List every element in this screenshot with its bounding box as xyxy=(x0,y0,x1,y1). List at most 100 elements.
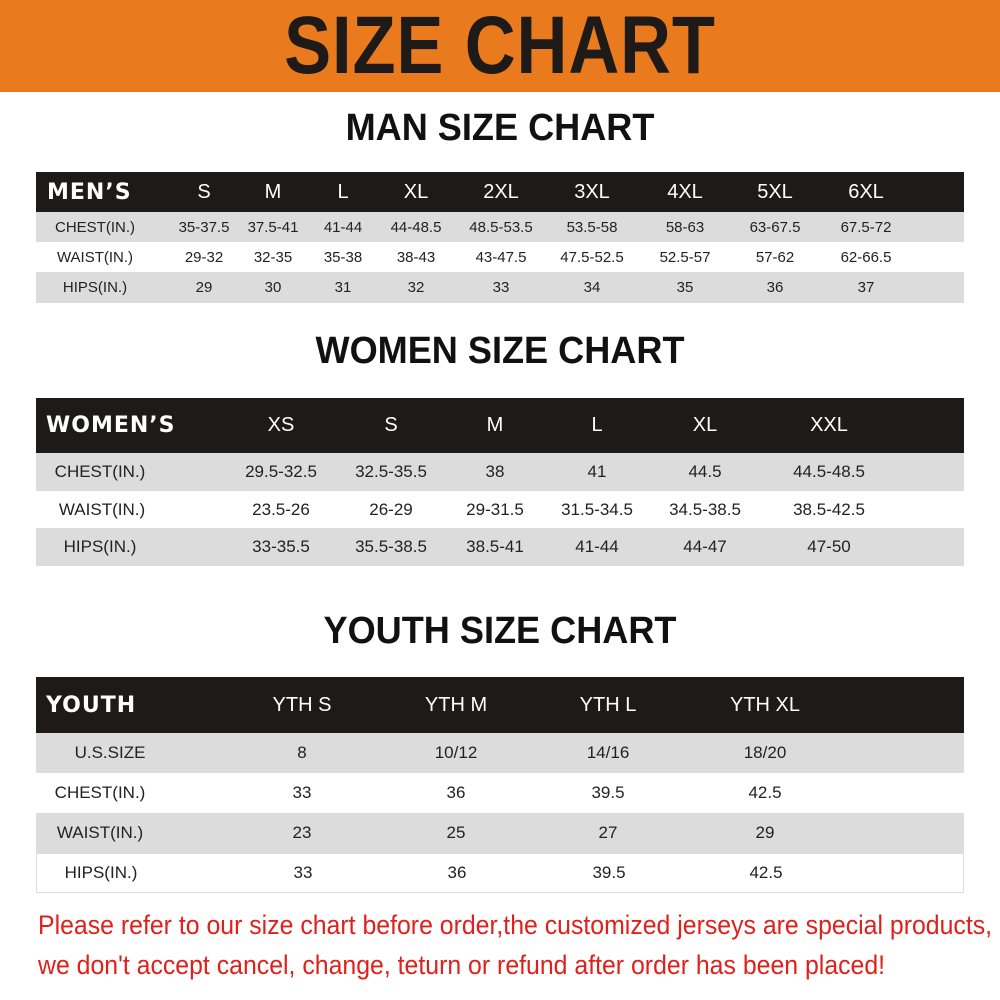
measurement-value: 39.5 xyxy=(591,783,625,802)
youth-section-title: YOUTH SIZE CHART xyxy=(323,610,677,652)
table-row: WAIST(IN.) 23 25 27 29 xyxy=(36,813,964,853)
measurement-value: 35.5-38.5 xyxy=(355,537,427,556)
table-row: U.S.SIZE 8 10/12 14/16 18/20 xyxy=(36,733,964,773)
measurement-value: 38-43 xyxy=(396,248,436,266)
table-row: CHEST(IN.) 33 36 39.5 42.5 xyxy=(36,773,964,813)
size-column-header: XS xyxy=(267,414,295,436)
size-column-header: 4XL xyxy=(667,180,703,203)
measurement-label: HIPS(IN.) xyxy=(64,863,138,882)
measurement-value: 41-44 xyxy=(323,218,363,236)
measurement-value: 29 xyxy=(755,823,775,842)
measurement-label: U.S.SIZE xyxy=(74,743,146,762)
measurement-value: 29 xyxy=(195,279,213,296)
measurement-value: 31.5-34.5 xyxy=(561,499,633,519)
measurement-value: 36 xyxy=(447,863,467,882)
size-column-header: YTH M xyxy=(424,693,488,716)
measurement-value: 32-35 xyxy=(253,248,293,266)
women-size-table: WOMEN’S XS S M L XL XXL CHEST(IN.) 29.5-32.5 32.5… xyxy=(36,398,964,566)
men-section-title: MAN SIZE CHART xyxy=(345,107,655,149)
measurement-value: 38.5-42.5 xyxy=(793,499,865,519)
size-column-header: L xyxy=(591,414,603,436)
measurement-label: WAIST(IN.) xyxy=(56,823,144,842)
measurement-value: 35-38 xyxy=(323,248,363,266)
measurement-value: 47.5-52.5 xyxy=(560,248,624,266)
table-row: WAIST(IN.) 29-32 32-35 35-38 38-43 43-47.5 47.… xyxy=(36,242,964,272)
table-row: CHEST(IN.) 29.5-32.5 32.5-35.5 38 41 44.5 44.5… xyxy=(36,453,964,491)
measurement-value: 33 xyxy=(293,863,313,882)
title-banner: SIZE CHART xyxy=(0,0,1000,92)
measurement-value: 26-29 xyxy=(369,499,413,519)
measurement-value: 29-31.5 xyxy=(466,499,524,519)
men-size-table: MEN’S S M L XL 2XL 3XL 4XL 5XL 6XL CHEST(IN.) 35-37… xyxy=(36,172,964,303)
measurement-label: WAIST(IN.) xyxy=(58,499,146,519)
women-section-title: WOMEN SIZE CHART xyxy=(315,330,685,372)
measurement-value: 33-35.5 xyxy=(252,537,310,556)
measurement-value: 44.5-48.5 xyxy=(793,462,865,481)
women-header-row: WOMEN’S XS S M L XL XXL xyxy=(36,398,964,453)
size-column-header: YTH L xyxy=(579,693,637,716)
measurement-value: 67.5-72 xyxy=(840,218,892,236)
women-table-label: WOMEN’S xyxy=(46,413,176,438)
measurement-value: 35-37.5 xyxy=(178,218,230,236)
notice-line-1: Please refer to our size chart before or… xyxy=(38,910,993,940)
size-column-header: 3XL xyxy=(574,180,610,203)
measurement-value: 18/20 xyxy=(743,743,787,762)
measurement-value: 44.5 xyxy=(688,462,722,481)
measurement-value: 32 xyxy=(407,279,425,296)
page-title: SIZE CHART xyxy=(284,0,716,91)
measurement-value: 41 xyxy=(587,462,607,481)
measurement-value: 10/12 xyxy=(434,743,478,762)
table-row: HIPS(IN.) 33 36 39.5 42.5 xyxy=(36,853,964,893)
measurement-value: 30 xyxy=(264,279,282,296)
measurement-value: 27 xyxy=(598,823,618,842)
size-column-header: XL xyxy=(403,180,429,203)
men-table-label: MEN’S xyxy=(47,179,132,205)
measurement-value: 63-67.5 xyxy=(749,218,801,236)
size-column-header: M xyxy=(264,180,282,203)
measurement-value: 48.5-53.5 xyxy=(469,218,533,236)
measurement-value: 57-62 xyxy=(755,248,795,266)
measurement-value: 47-50 xyxy=(807,537,851,556)
measurement-label: CHEST(IN.) xyxy=(54,783,146,802)
size-column-header: 2XL xyxy=(483,180,519,203)
measurement-value: 41-44 xyxy=(575,537,619,556)
measurement-value: 37 xyxy=(857,279,875,296)
size-column-header: YTH XL xyxy=(729,693,801,716)
table-row: HIPS(IN.) 29 30 31 32 33 34 35 36 37 xyxy=(36,272,964,303)
size-column-header: 6XL xyxy=(848,180,884,203)
measurement-label: HIPS(IN.) xyxy=(63,537,137,556)
measurement-value: 8 xyxy=(297,743,307,762)
men-header-row: MEN’S S M L XL 2XL 3XL 4XL 5XL 6XL xyxy=(36,172,964,212)
measurement-value: 34.5-38.5 xyxy=(669,499,741,519)
measurement-value: 53.5-58 xyxy=(566,218,618,236)
measurement-label: CHEST(IN.) xyxy=(55,218,135,236)
size-column-header: YTH S xyxy=(272,693,332,716)
measurement-value: 29.5-32.5 xyxy=(245,462,317,481)
measurement-value: 44-48.5 xyxy=(390,218,442,236)
size-column-header: XL xyxy=(692,414,718,436)
measurement-value: 29-32 xyxy=(184,248,224,266)
measurement-value: 43-47.5 xyxy=(475,248,527,266)
notice-line-2: we don't accept cancel, change, teturn o… xyxy=(38,950,886,980)
measurement-value: 38 xyxy=(485,462,505,481)
measurement-value: 33 xyxy=(292,783,312,802)
measurement-label: WAIST(IN.) xyxy=(56,248,134,266)
size-column-header: M xyxy=(486,414,504,436)
measurement-value: 31 xyxy=(334,279,352,296)
measurement-value: 42.5 xyxy=(748,783,782,802)
youth-table-label: YOUTH xyxy=(46,692,137,718)
measurement-value: 14/16 xyxy=(586,743,630,762)
youth-size-table: YOUTH YTH S YTH M YTH L YTH XL U.S.SIZE 8 10/12… xyxy=(36,677,964,893)
measurement-value: 58-63 xyxy=(665,218,705,236)
measurement-value: 32.5-35.5 xyxy=(355,462,427,481)
measurement-label: HIPS(IN.) xyxy=(62,279,128,296)
measurement-value: 37.5-41 xyxy=(247,218,299,236)
measurement-value: 52.5-57 xyxy=(659,248,711,266)
size-column-header: XXL xyxy=(810,414,848,436)
size-column-header: 5XL xyxy=(757,180,793,203)
measurement-value: 42.5 xyxy=(749,863,783,882)
measurement-value: 38.5-41 xyxy=(466,537,524,556)
measurement-value: 25 xyxy=(446,823,466,842)
measurement-label: CHEST(IN.) xyxy=(54,462,146,481)
measurement-value: 33 xyxy=(492,279,510,296)
